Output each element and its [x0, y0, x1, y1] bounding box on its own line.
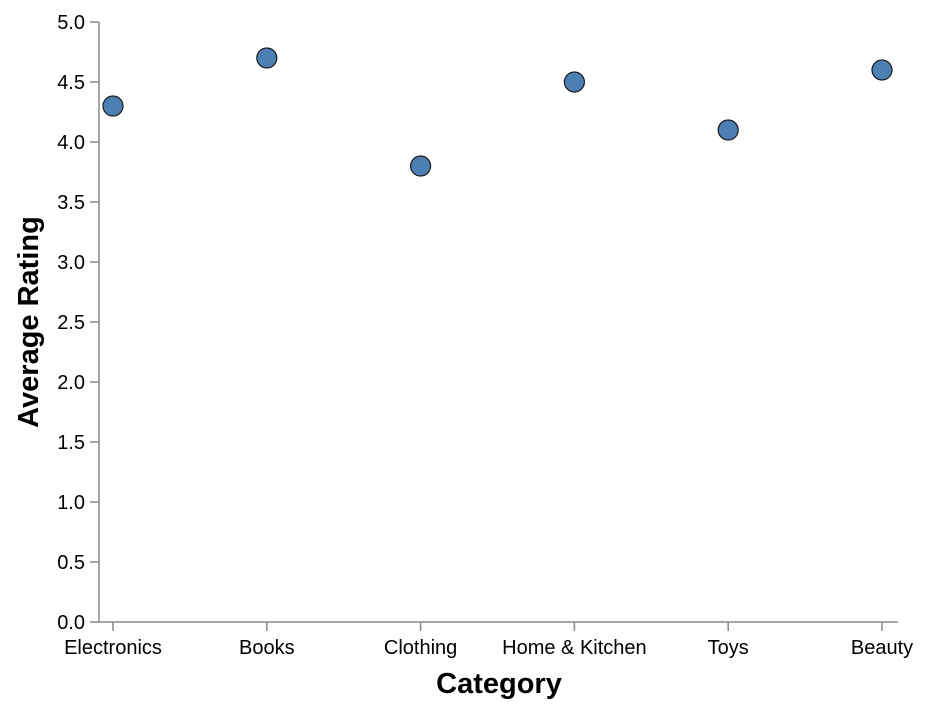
y-tick-label: 2.0 [57, 372, 85, 394]
y-axis-title: Average Rating [13, 216, 45, 428]
y-tick-label: 5.0 [57, 12, 85, 34]
x-axis-title: Category [436, 668, 562, 700]
y-tick-label: 3.5 [57, 192, 85, 214]
y-tick-label: 0.0 [57, 612, 85, 634]
x-tick-label: Books [239, 637, 295, 659]
data-points [102, 47, 893, 177]
x-tick-label: Home & Kitchen [502, 637, 647, 659]
data-point [410, 155, 432, 177]
y-tick-label: 0.5 [57, 552, 85, 574]
x-tick-label: Toys [708, 637, 749, 659]
x-axis: Electronics Books Clothing Home & Kitchen To… [64, 621, 913, 659]
y-tick-label: 1.0 [57, 492, 85, 514]
x-tick-label: Beauty [851, 637, 913, 659]
x-tick-label: Clothing [384, 637, 457, 659]
y-tick-label: 1.5 [57, 432, 85, 454]
y-tick-label: 2.5 [57, 312, 85, 334]
data-point [563, 71, 586, 93]
y-axis: 0.0 0.5 1.0 1.5 2.0 2.5 3.0 3.5 4.0 4.5 5.0 [57, 12, 100, 634]
data-point [256, 47, 278, 69]
data-point [102, 95, 124, 117]
y-tick-label: 4.0 [57, 132, 85, 154]
y-tick-label: 4.5 [57, 72, 85, 94]
y-tick-label: 3.0 [57, 252, 85, 274]
x-tick-label: Electronics [64, 637, 162, 659]
data-point [871, 59, 893, 81]
data-point [717, 119, 739, 141]
